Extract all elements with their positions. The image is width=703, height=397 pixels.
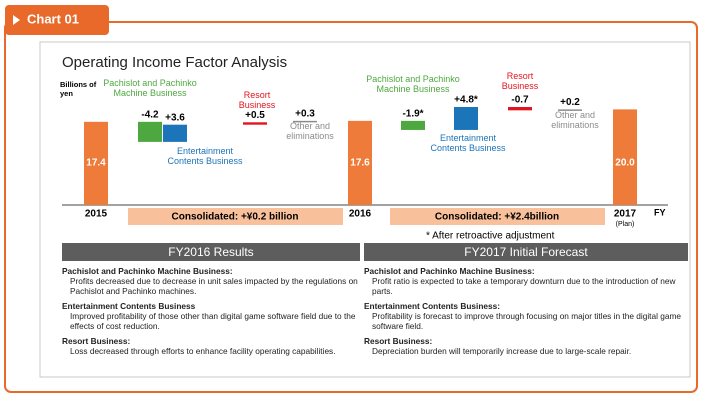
- bar: [348, 120, 372, 205]
- category-label: Pachislot and Pachinko Machine Business: [103, 78, 197, 98]
- item-text: Improved profitability of those other th…: [70, 311, 356, 331]
- value-label: +3.6: [165, 112, 185, 123]
- annotation: Consolidated: +¥0.2 billion: [172, 212, 299, 223]
- bar: [613, 109, 637, 205]
- annotation: * After retroactive adjustment: [426, 231, 555, 242]
- category-label: Entertainment Contents Business: [430, 133, 506, 153]
- annotation: Consolidated: +¥2.4billion: [435, 212, 559, 223]
- panel-item: Entertainment Contents Business: Profitab…: [364, 301, 686, 331]
- item-title: Resort Business:: [364, 336, 433, 346]
- bar: [401, 120, 425, 130]
- bar: [243, 122, 267, 125]
- value-label: 20.0: [615, 158, 635, 169]
- panel-item: Pachislot and Pachinko Machine Business:…: [62, 266, 358, 296]
- bar: [138, 121, 162, 142]
- category-label: Resort Business: [501, 71, 539, 91]
- panel-header: FY2017 Initial Forecast: [364, 243, 688, 261]
- item-text: Loss decreased through efforts to enhanc…: [70, 346, 336, 356]
- panel-item: Resort Business: Depreciation burden will…: [364, 336, 686, 356]
- panel-item: Entertainment Contents Business Improved …: [62, 301, 358, 331]
- panel-header: FY2016 Results: [62, 243, 360, 261]
- item-text: Profitability is forecast to improve thr…: [372, 311, 681, 331]
- bar: [454, 107, 478, 130]
- item-title: Resort Business:: [62, 336, 131, 346]
- panel-body: Pachislot and Pachinko Machine Business:…: [364, 266, 686, 361]
- item-title: Entertainment Contents Business:: [364, 301, 500, 311]
- x-tick-label: 2015: [85, 209, 108, 220]
- x-tick-label: 2016: [349, 209, 372, 220]
- chart-title: Operating Income Factor Analysis: [62, 54, 287, 71]
- value-label: -1.9*: [402, 109, 423, 120]
- panel-item: Pachislot and Pachinko Machine Business:…: [364, 266, 686, 296]
- category-label: Entertainment Contents Business: [167, 146, 243, 166]
- value-label: +0.2: [560, 97, 580, 108]
- item-title: Pachislot and Pachinko Machine Business:: [364, 266, 535, 276]
- item-text: Depreciation burden will temporarily inc…: [372, 346, 632, 356]
- category-label: Pachislot and Pachinko Machine Business: [366, 74, 460, 94]
- tab: [5, 5, 109, 35]
- bar: [84, 121, 108, 205]
- item-text: Profits decreased due to decrease in uni…: [70, 276, 358, 296]
- consolidated-box: [128, 208, 343, 225]
- consolidated-box: [390, 208, 605, 225]
- value-label: +4.8*: [454, 95, 478, 106]
- category-label: Other and eliminations: [551, 110, 599, 130]
- x-tick-label: 2017: [614, 209, 637, 220]
- item-title: Pachislot and Pachinko Machine Business:: [62, 266, 233, 276]
- panel-body: Pachislot and Pachinko Machine Business:…: [62, 266, 358, 361]
- category-label: Resort Business: [238, 90, 276, 110]
- item-title: Entertainment Contents Business: [62, 301, 196, 311]
- bar: [163, 124, 187, 142]
- x-tick-note: (Plan): [616, 221, 635, 228]
- bar: [293, 120, 317, 123]
- value-label: +0.3: [295, 109, 315, 120]
- value-label: +0.5: [245, 110, 265, 121]
- item-text: Profit ratio is expected to take a tempo…: [372, 276, 676, 296]
- value-label: 17.4: [86, 158, 106, 169]
- tab-arrow: [13, 15, 20, 25]
- value-label: -0.7: [511, 95, 529, 106]
- value-label: 17.6: [350, 158, 370, 169]
- panel-item: Resort Business: Loss decreased through e…: [62, 336, 358, 356]
- tab-label: Chart 01: [27, 11, 79, 26]
- bar: [508, 107, 532, 111]
- bar: [558, 109, 582, 111]
- y-axis-label: Billions of yen: [60, 80, 97, 98]
- x-axis-label: FY: [654, 207, 666, 217]
- category-label: Other and eliminations: [286, 121, 334, 141]
- value-label: -4.2: [141, 109, 159, 120]
